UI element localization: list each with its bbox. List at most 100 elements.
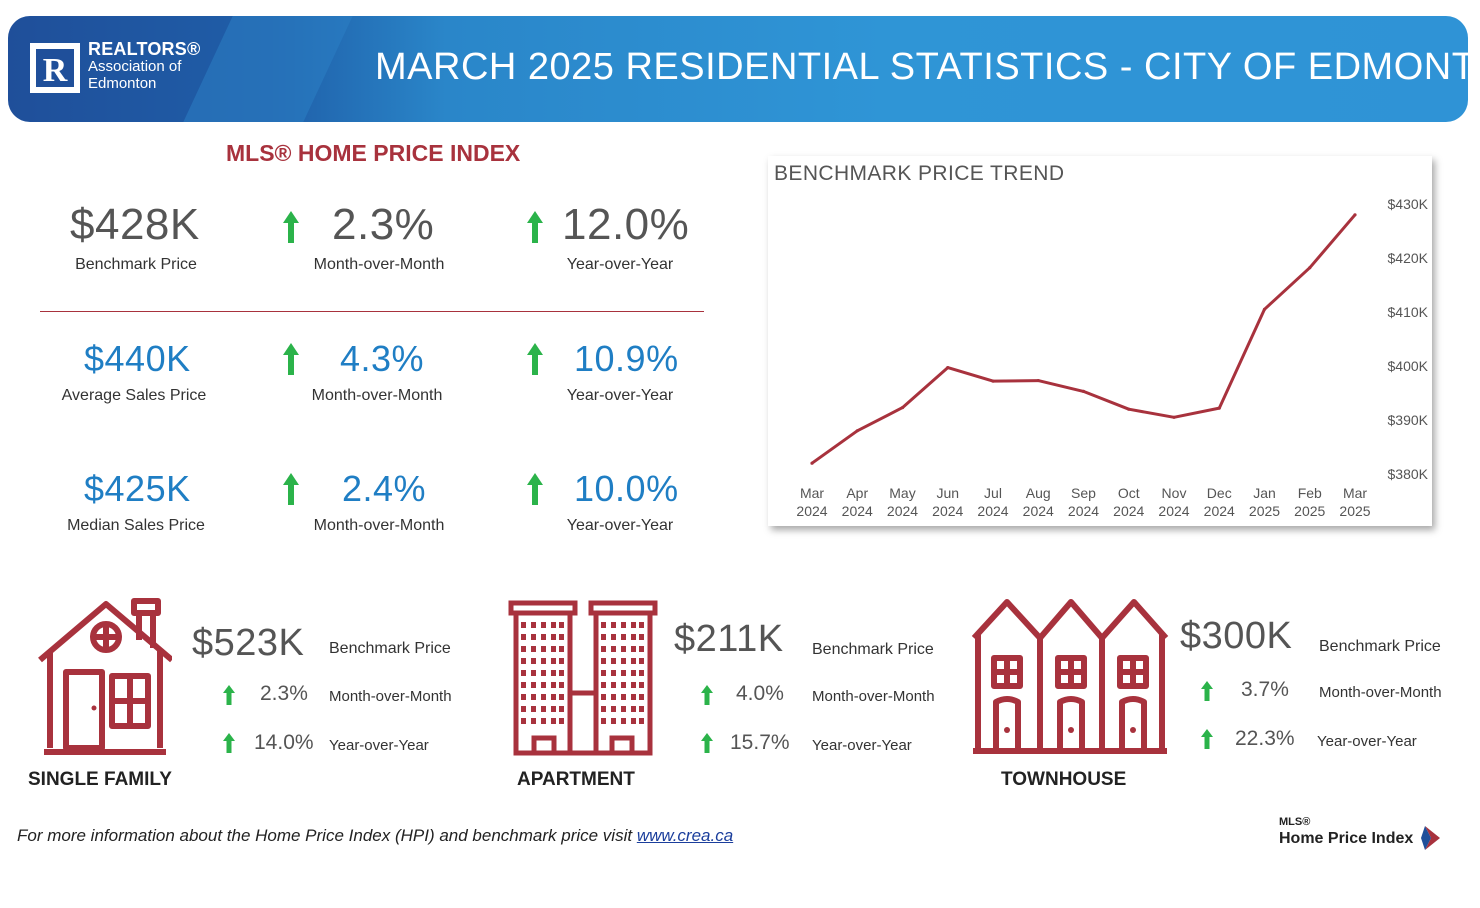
x-tick-label-month: Mar <box>1343 485 1367 501</box>
benchmark-trend-chart: BENCHMARK PRICE TREND $380K $390K $400K $41… <box>768 156 1432 526</box>
window-icon <box>639 634 644 640</box>
logo-line-2: Association of <box>88 58 182 75</box>
window-icon <box>611 634 616 640</box>
svg-text:R: R <box>43 52 68 89</box>
benchmark-mom-label: Month-over-Month <box>313 256 445 273</box>
single-family-label: SINGLE FAMILY <box>28 769 172 790</box>
footer-text: For more information about the Home Pric… <box>17 826 637 845</box>
y-tick-label: $430K <box>1388 196 1429 212</box>
y-tick-label: $420K <box>1388 250 1429 266</box>
up-arrow-icon <box>223 733 235 753</box>
apartment-mom-value: 4.0% <box>736 682 784 705</box>
window-icon <box>541 622 546 628</box>
benchmark-price-value: $428K <box>70 200 200 249</box>
window-icon <box>611 694 616 700</box>
window-icon <box>559 634 564 640</box>
window-icon <box>639 646 644 652</box>
window-icon <box>551 706 556 712</box>
window-icon <box>521 682 526 688</box>
data-point <box>1353 213 1357 217</box>
window-icon <box>621 622 626 628</box>
average-yoy-value: 10.9% <box>574 338 679 379</box>
window-icon <box>621 718 626 724</box>
window-icon <box>631 670 636 676</box>
house-icon <box>38 598 172 755</box>
data-point <box>900 405 905 410</box>
townhouse-yoy-label: Year-over-Year <box>1317 733 1417 750</box>
window-icon <box>601 670 606 676</box>
x-tick-label-year: 2024 <box>1204 503 1235 519</box>
up-arrow-icon <box>223 685 235 705</box>
window-icon <box>551 718 556 724</box>
crea-link[interactable]: www.crea.ca <box>636 826 734 845</box>
single-family-yoy-value: 14.0% <box>254 731 314 754</box>
x-tick-label-month: Nov <box>1162 485 1187 501</box>
townhouse-yoy-value: 22.3% <box>1235 727 1295 750</box>
data-point <box>810 461 814 465</box>
x-tick-label-month: Jul <box>984 485 1002 501</box>
up-arrow-icon <box>283 211 299 243</box>
window-icon <box>541 718 546 724</box>
benchmark-yoy-label: Year-over-Year <box>566 256 674 273</box>
apartment-price-value: $211K <box>674 618 784 660</box>
window-icon <box>531 682 536 688</box>
r-logo-icon: R <box>30 43 80 93</box>
window-icon <box>541 634 546 640</box>
window-icon <box>559 682 564 688</box>
window-icon <box>551 634 556 640</box>
window-icon <box>631 682 636 688</box>
window-icon <box>551 682 556 688</box>
window-icon <box>541 706 546 712</box>
window-icon <box>621 694 626 700</box>
window-icon <box>521 634 526 640</box>
window-icon <box>551 622 556 628</box>
x-tick-label-year: 2024 <box>977 503 1008 519</box>
window-icon <box>531 646 536 652</box>
window-icon <box>521 658 526 664</box>
window-icon <box>639 622 644 628</box>
window-icon <box>531 706 536 712</box>
x-tick-label-year: 2025 <box>1339 503 1370 519</box>
window-icon <box>621 646 626 652</box>
x-tick-label-month: Sep <box>1071 485 1096 501</box>
window-icon <box>621 670 626 676</box>
median-mom-label: Month-over-Month <box>313 517 445 534</box>
window-icon <box>521 646 526 652</box>
up-arrow-icon <box>701 733 713 753</box>
single-family-mom-value: 2.3% <box>260 682 308 705</box>
y-tick-label: $390K <box>1388 412 1429 428</box>
window-icon <box>559 694 564 700</box>
apartment-building-icon <box>508 600 658 756</box>
window-icon <box>621 658 626 664</box>
logo-line-3: Edmonton <box>88 75 157 92</box>
logo-line-1: REALTORS® <box>88 39 201 59</box>
window-icon <box>601 682 606 688</box>
window-icon <box>601 634 606 640</box>
benchmark-price-line <box>811 213 1357 465</box>
footer-note: For more information about the Home Pric… <box>17 826 733 846</box>
x-tick-label-month: Oct <box>1118 485 1140 501</box>
x-tick-label-year: 2024 <box>887 503 918 519</box>
window-icon <box>531 658 536 664</box>
data-point <box>991 379 995 383</box>
window-icon <box>601 622 606 628</box>
hpi-section-title: MLS® HOME PRICE INDEX <box>226 140 521 166</box>
window-icon <box>551 670 556 676</box>
data-point <box>1081 389 1086 393</box>
window-icon <box>559 670 564 676</box>
mls-hpi-logo: MLS® Home Price Index <box>1279 816 1449 856</box>
y-tick-label: $380K <box>1388 466 1429 482</box>
hpi-logo-mark-icon <box>1421 826 1440 850</box>
window-icon <box>601 694 606 700</box>
window-icon <box>541 694 546 700</box>
data-point <box>1262 307 1267 311</box>
apartment-mom-label: Month-over-Month <box>812 688 935 705</box>
window-icon <box>611 706 616 712</box>
window-icon <box>559 706 564 712</box>
up-arrow-icon <box>283 343 299 375</box>
data-point <box>855 429 859 433</box>
median-price-value: $425K <box>84 468 191 509</box>
hpi-logo-small: MLS® <box>1279 816 1311 828</box>
window-icon <box>639 718 644 724</box>
x-tick-label-year: 2024 <box>1068 503 1099 519</box>
